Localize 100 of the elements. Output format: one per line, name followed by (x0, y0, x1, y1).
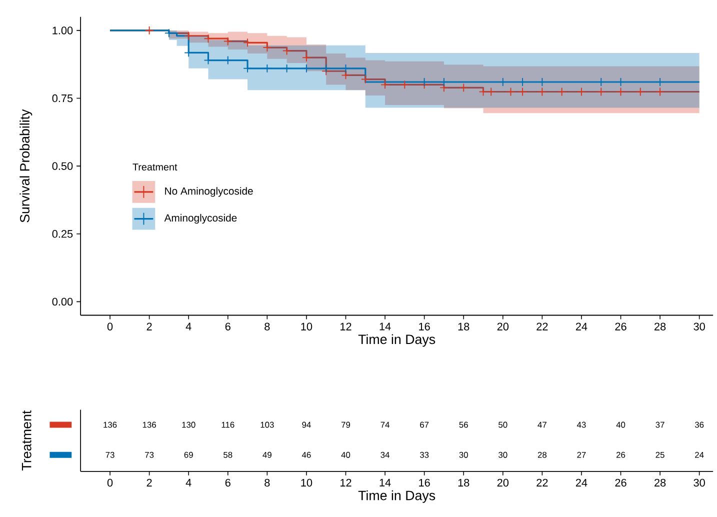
point (400, 80, 410, 90)
x-axis-title: Time in Days (358, 334, 436, 347)
x-tick-label: 28 (654, 322, 666, 330)
y-tick-label: 1.00 (52, 26, 73, 34)
x-tick-label: 0 (107, 322, 113, 330)
y-tick-label: 0.75 (52, 94, 73, 102)
x-tick-label: 12 (340, 478, 352, 486)
data-label: 26 (616, 452, 626, 458)
point (262, 64, 272, 73)
data-label: 69 (184, 452, 193, 458)
x-tick-label: 6 (225, 478, 230, 487)
data-label: 40 (616, 422, 626, 428)
data-label: 74 (380, 422, 390, 428)
data-label: 79 (341, 422, 350, 428)
x-tick-label: 30 (694, 322, 705, 330)
legend-label: No Aminoglycoside (165, 187, 253, 197)
data-label: 47 (538, 422, 546, 428)
point (184, 31, 194, 40)
point (282, 64, 292, 73)
x-tick-label: 22 (536, 478, 548, 486)
point (636, 87, 645, 96)
data-label: 34 (380, 452, 390, 458)
x-tick-label: 8 (264, 322, 270, 330)
point (538, 87, 547, 96)
data-label: 130 (182, 422, 196, 428)
data-label: 67 (420, 422, 429, 428)
point (616, 87, 626, 96)
x-tick-label: 14 (380, 478, 391, 486)
point (322, 64, 331, 73)
data-label: 40 (341, 452, 350, 458)
x-tick-label: 8 (264, 478, 270, 487)
x-tick-label: 28 (654, 478, 666, 487)
point (204, 34, 213, 44)
legend-title: Treatment (132, 164, 178, 170)
y-tick-label: 0.50 (52, 162, 73, 170)
data-label: 58 (224, 452, 232, 458)
x-tick-label: 4 (186, 322, 192, 330)
data-label: 136 (142, 422, 156, 428)
data-label: 116 (222, 422, 234, 428)
data-label: 49 (262, 452, 272, 458)
x-tick-label: 6 (225, 322, 230, 330)
y-tick-label: 0.00 (52, 298, 73, 306)
point (656, 87, 665, 96)
point (596, 87, 606, 96)
x-tick-label: 20 (497, 478, 509, 487)
x-tick-label: 10 (301, 478, 312, 487)
point (282, 46, 292, 56)
y-axis-title: Survival Probability (20, 109, 32, 222)
legend-label: Aminoglycoside (164, 214, 237, 224)
x-tick-label: 22 (536, 322, 548, 330)
data-label: 103 (260, 422, 274, 428)
data-label: 73 (106, 452, 114, 458)
data-label: 27 (577, 452, 586, 458)
data-label: 94 (302, 422, 311, 428)
data-label: 136 (104, 422, 117, 428)
x-tick-label: 26 (615, 478, 626, 487)
x-tick-label: 2 (146, 478, 152, 486)
data-label: 37 (656, 422, 664, 428)
data-label: 33 (420, 452, 429, 458)
x-tick-label: 16 (419, 478, 430, 487)
x-tick-label: 2 (146, 322, 152, 330)
data-label: 46 (302, 452, 311, 458)
point (223, 36, 232, 46)
point (557, 87, 566, 96)
point (341, 70, 350, 80)
x-tick-label: 26 (615, 322, 626, 330)
x-tick-label: 12 (340, 322, 352, 330)
point (506, 87, 516, 96)
data-label: 36 (694, 422, 704, 428)
data-label: 24 (695, 452, 704, 458)
point (478, 87, 488, 96)
point (459, 83, 468, 92)
y-axis-title: Treatment (22, 410, 32, 470)
point (576, 87, 586, 96)
point (302, 53, 311, 62)
x-tick-label: 18 (458, 322, 470, 330)
x-tick-label: 24 (576, 478, 588, 486)
x-tick-label: 16 (419, 322, 430, 330)
point (144, 26, 154, 35)
point (380, 80, 390, 90)
data-label: 73 (145, 452, 154, 458)
data-label: 43 (576, 422, 586, 428)
point (486, 87, 496, 96)
point (518, 87, 528, 96)
x-tick-label: 0 (107, 478, 113, 487)
x-tick-label: 14 (380, 322, 391, 330)
y-tick-label: 0.25 (52, 230, 73, 238)
x-tick-label: 18 (458, 478, 470, 487)
x-tick-label: 10 (301, 322, 312, 330)
point (360, 74, 370, 84)
x-tick-label: 20 (497, 322, 509, 330)
x-tick-label: 4 (186, 478, 192, 486)
x-tick-label: 24 (576, 322, 588, 330)
data-label: 25 (656, 452, 664, 458)
x-tick-label: 30 (694, 478, 705, 487)
point (302, 64, 311, 73)
data-label: 30 (459, 452, 468, 458)
data-label: 50 (498, 422, 508, 428)
data-label: 28 (538, 452, 546, 458)
x-axis-title: Time in Days (358, 490, 436, 503)
